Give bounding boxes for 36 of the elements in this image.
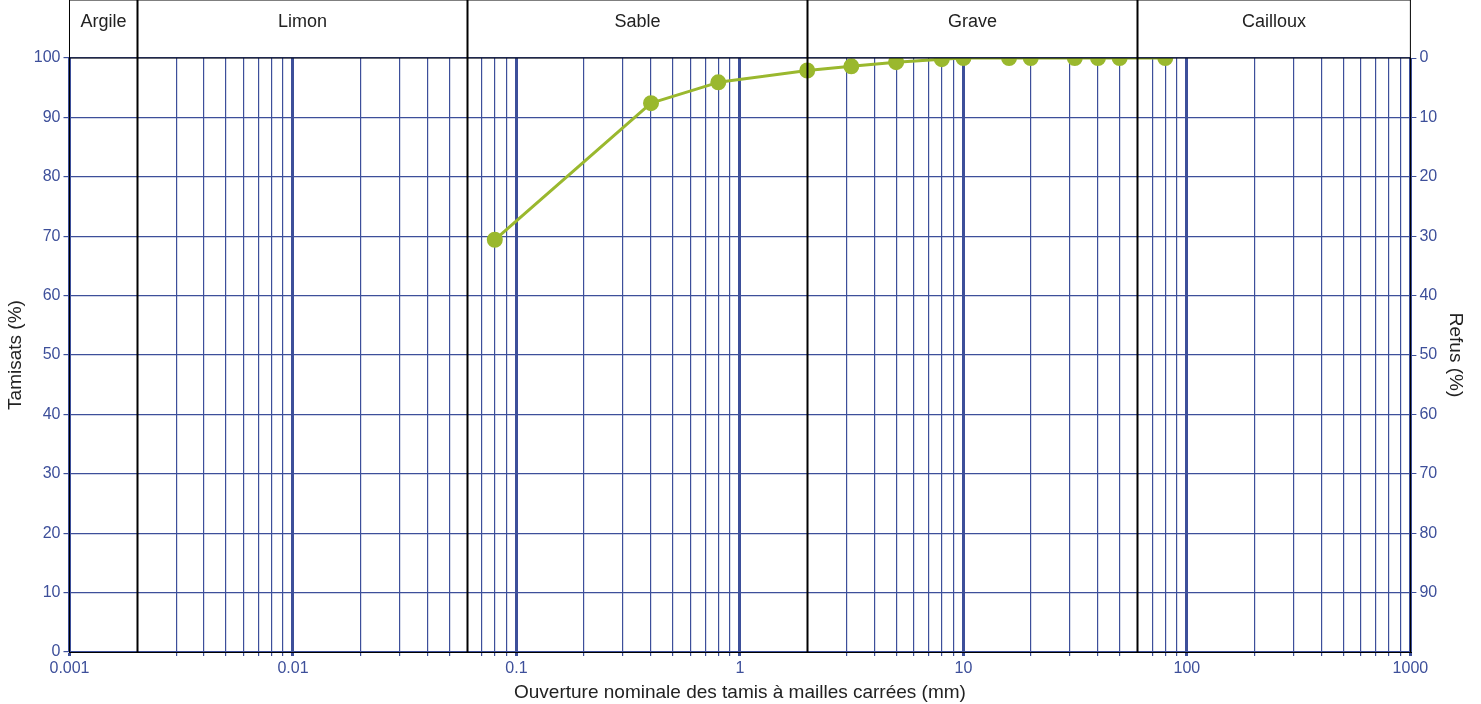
y-tick-label: 10 — [42, 583, 61, 601]
x-tick-label: 1000 — [1392, 659, 1429, 677]
y2-tick-label: 40 — [1419, 286, 1438, 304]
text: Grave — [947, 10, 998, 31]
text: Sable — [614, 10, 661, 31]
x-tick-label: 1 — [735, 659, 745, 677]
y-tick-label: 40 — [42, 404, 61, 422]
y2-tick-label: 20 — [1419, 167, 1438, 185]
x-tick-label: 0.001 — [49, 659, 90, 677]
x-tick-label: 0.01 — [277, 659, 309, 677]
y2-axis-title: Refus (%) — [1446, 312, 1468, 398]
y2-tick-label: 90 — [1419, 583, 1438, 601]
y-tick-label: 90 — [42, 107, 61, 125]
text: Limon — [277, 10, 328, 31]
y2-tick-label: 80 — [1419, 523, 1438, 541]
x-tick-label: 0.1 — [505, 659, 528, 677]
x-tick-label: 10 — [954, 659, 973, 677]
y2-tick-label: 0 — [1419, 48, 1429, 66]
y-tick-label: 50 — [42, 345, 61, 363]
y-tick-label: 70 — [42, 226, 61, 244]
y-tick-label: 20 — [42, 523, 61, 541]
y2-tick-label: 10 — [1419, 107, 1438, 125]
y-tick-label: 100 — [33, 48, 61, 66]
y-tick-label: 60 — [42, 286, 61, 304]
y2-tick-label: 30 — [1419, 226, 1438, 244]
text: Cailloux — [1241, 10, 1306, 31]
y-tick-label: 0 — [51, 642, 61, 660]
x-tick-label: 100 — [1173, 659, 1201, 677]
y2-tick-label: 70 — [1419, 464, 1438, 482]
text: Argile — [80, 10, 127, 31]
y2-tick-label: 60 — [1419, 404, 1438, 422]
y2-tick-label: 50 — [1419, 345, 1438, 363]
y-tick-label: 80 — [42, 167, 61, 185]
y-tick-label: 30 — [42, 464, 61, 482]
x-axis-title: Ouverture nominale des tamis à mailles carrées (mm) — [513, 680, 966, 702]
y-axis-title: Tamisats (%) — [3, 300, 25, 410]
